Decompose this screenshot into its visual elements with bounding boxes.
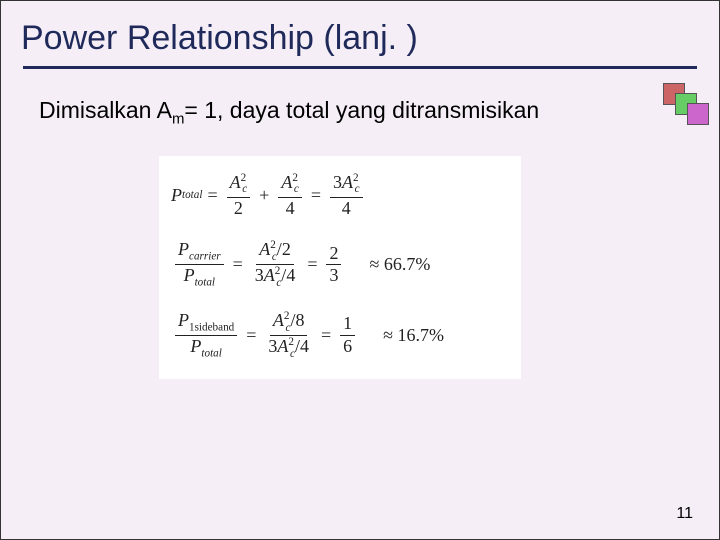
eq1-t3-num-sym: A [342,172,353,192]
eq2-approx: ≈ 66.7% [369,254,430,275]
eq1-term3: 3A2c 4 [330,172,363,220]
eq3-mid-num-div: 8 [295,310,304,330]
eq2-mid-den-div: 4 [286,265,295,285]
eq1-equals-2: = [311,185,321,206]
equation-row-2: Pcarrier Ptotal = A2c/2 3A2c/4 = 2 3 ≈ 6… [171,239,509,290]
eq2-equals-2: = [307,254,317,275]
eq2-result: 2 3 [326,243,341,287]
body-text: Dimisalkan Am= 1, daya total yang ditran… [1,69,719,128]
eq1-t2-sub: c [294,183,299,195]
eq3-res-num: 1 [340,313,355,336]
eq2-lhs: Pcarrier Ptotal [175,239,224,290]
eq3-lhs-den-sub: total [201,348,221,360]
eq1-lhs-sym: P [171,185,182,206]
eq1-t1-num-sym: A [230,172,241,192]
eq1-t2-den: 4 [283,198,298,220]
eq1-lhs-sub: total [182,189,202,201]
eq1-t1-den: 2 [231,198,246,220]
eq1-t3-sup: 2 [353,172,359,184]
eq3-res-den: 6 [340,336,355,358]
slide-title: Power Relationship (lanj. ) [1,1,719,66]
eq3-lhs-den-sym: P [190,336,201,356]
eq1-t1-sub: c [242,183,247,195]
eq3-mid-den-sub: c [290,348,295,360]
eq2-lhs-den-sub: total [195,277,215,289]
eq3-mid-num-sub: c [285,322,290,334]
body-suffix: = 1, daya total yang ditransmisikan [184,97,539,123]
eq2-res-num: 2 [326,243,341,266]
eq2-equals-1: = [233,254,243,275]
eq2-mid-num-sym: A [259,239,270,259]
eq3-mid-num-sup: 2 [284,310,290,322]
equation-block: Ptotal = A2c 2 + A2c 4 = 3A2c 4 Pcarrier… [159,156,521,379]
eq3-lhs-num-sym: P [178,310,189,330]
eq2-mid-num-div: 2 [282,239,291,259]
eq1-equals-1: = [207,185,217,206]
eq2-mid-den-sub: c [276,277,281,289]
eq1-plus: + [259,185,269,206]
eq3-result: 1 6 [340,313,355,357]
eq3-mid: A2c/8 3A2c/4 [265,310,312,361]
eq2-mid-den-sup: 2 [275,265,281,277]
eq3-approx: ≈ 16.7% [383,325,444,346]
eq1-term2: A2c 4 [278,172,302,220]
eq3-mid-den-sup: 2 [288,336,294,348]
eq1-t2-num-sym: A [281,172,292,192]
eq3-mid-den-div: 4 [300,336,309,356]
equation-row-3: P1sideband Ptotal = A2c/8 3A2c/4 = 1 6 ≈… [171,310,509,361]
eq2-mid-den-coeff: 3 [255,265,264,285]
eq2-mid: A2c/2 3A2c/4 [252,239,299,290]
eq3-mid-den-sym: A [277,336,288,356]
page-number: 11 [676,505,693,523]
eq2-lhs-den-sym: P [184,265,195,285]
deco-square-3 [687,103,709,125]
eq2-res-den: 3 [326,265,341,287]
body-sub: m [172,111,184,128]
eq2-lhs-num-sym: P [178,239,189,259]
eq1-term1: A2c 2 [227,172,251,220]
eq1-t3-sub: c [355,183,360,195]
equation-row-1: Ptotal = A2c 2 + A2c 4 = 3A2c 4 [171,172,509,220]
eq2-mid-num-sub: c [272,251,277,263]
eq3-equals-2: = [321,325,331,346]
eq1-t3-den: 4 [339,198,354,220]
eq3-lhs: P1sideband Ptotal [175,310,237,361]
eq3-lhs-num-sub: 1sideband [189,322,234,334]
eq2-mid-num-sup: 2 [270,239,276,251]
eq3-equals-1: = [246,325,256,346]
eq1-t1-sup: 2 [241,172,247,184]
eq3-mid-num-sym: A [273,310,284,330]
eq1-t2-sup: 2 [292,172,298,184]
eq1-t3-coeff: 3 [333,172,342,192]
eq2-lhs-num-sub: carrier [189,251,221,263]
eq2-mid-den-sym: A [264,265,275,285]
corner-decoration [663,83,719,127]
body-prefix: Dimisalkan A [39,97,172,123]
